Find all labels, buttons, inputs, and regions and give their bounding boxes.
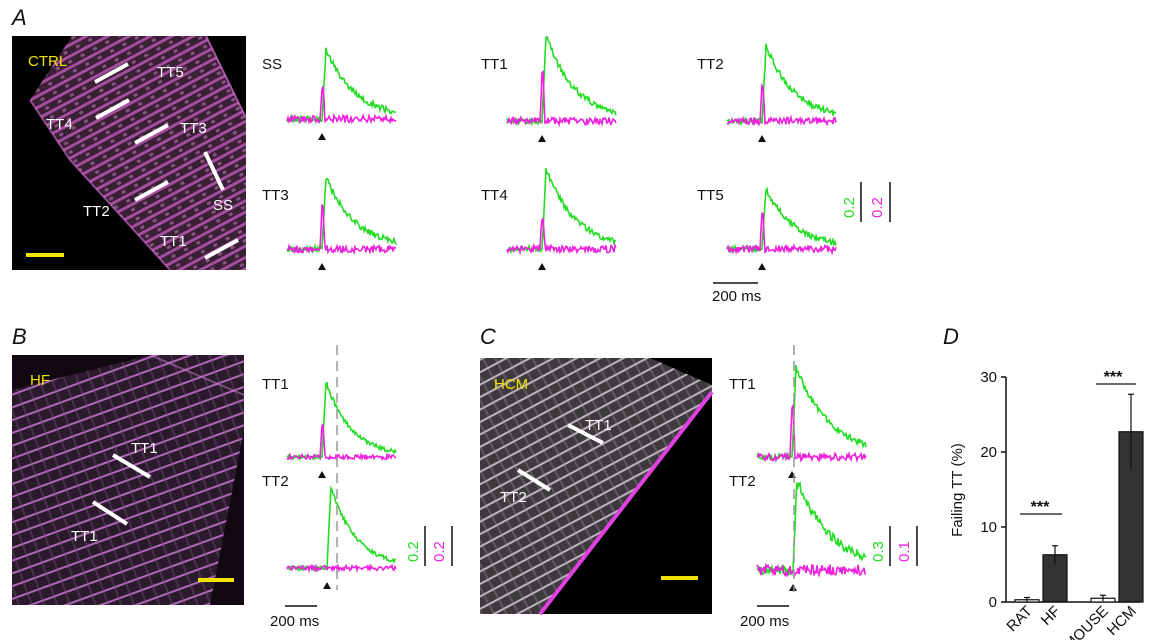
trace-green <box>726 43 837 127</box>
y-tick-label: 10 <box>980 519 997 536</box>
condition-label-b: HF <box>30 372 50 389</box>
time-scale-c: 200 ms <box>740 605 789 630</box>
stimulus-arrowhead-icon <box>788 471 796 478</box>
trace-label-c-tt1: TT1 <box>729 376 756 393</box>
image-label-tt4: TT4 <box>46 116 73 133</box>
stimulus-arrowhead-icon <box>538 135 546 142</box>
trace-green <box>506 35 617 127</box>
stimulus-arrowhead-icon <box>323 582 331 589</box>
trace-label-ss: SS <box>262 56 282 73</box>
trace-green <box>506 167 617 255</box>
time-scale-label-a: 200 ms <box>712 288 761 305</box>
trace-green <box>756 481 867 577</box>
scale-value-green-c: 0.3 <box>870 541 887 562</box>
scan-lines-b <box>91 453 152 526</box>
image-label-b-tt1b: TT1 <box>71 528 98 545</box>
trace-magenta <box>726 212 837 256</box>
image-label-ss: SS <box>213 197 233 214</box>
image-label-tt1: TT1 <box>160 233 187 250</box>
y-tick-label: 20 <box>980 444 997 461</box>
micrograph-c: HCM TT1 TT2 <box>480 358 714 616</box>
scan-lines-a <box>94 62 239 260</box>
trace-green <box>756 364 867 462</box>
traces-b: TT1 TT2 <box>262 345 397 590</box>
y-tick-label: 0 <box>989 594 997 611</box>
y-tick-label: 30 <box>980 369 997 386</box>
panel-letter-b: B <box>12 324 27 349</box>
panel-letter-a: A <box>10 5 27 30</box>
trace-green <box>726 186 837 254</box>
time-scale-label-b: 200 ms <box>270 613 319 630</box>
stimulus-arrowhead-icon <box>789 584 797 591</box>
panel-letter-c: C <box>480 324 496 349</box>
scale-value-green-a: 0.2 <box>841 197 858 218</box>
image-label-tt5: TT5 <box>157 64 184 81</box>
amplitude-scale-b: 0.2 0.2 <box>405 526 453 566</box>
x-tick-label: HF <box>1038 603 1064 629</box>
image-label-b-tt1a: TT1 <box>131 440 158 457</box>
image-label-c-tt2: TT2 <box>500 489 527 506</box>
scan-lines-c <box>516 423 604 492</box>
amplitude-scale-c: 0.3 0.1 <box>870 526 918 566</box>
trace-label-tt5: TT5 <box>697 187 724 204</box>
trace-label-b-tt2: TT2 <box>262 473 289 490</box>
trace-magenta <box>506 69 617 128</box>
time-scale-b: 200 ms <box>270 605 319 630</box>
trace-label-tt4: TT4 <box>481 187 508 204</box>
time-scale-label-c: 200 ms <box>740 613 789 630</box>
trace-green <box>286 47 397 125</box>
x-tick-label: RAT <box>1003 603 1035 635</box>
traces-a: SS TT1 TT2 TT3 TT4 TT5 <box>262 35 837 270</box>
stimulus-arrowhead-icon <box>318 263 326 270</box>
scale-value-green-b: 0.2 <box>405 541 422 562</box>
trace-magenta <box>286 563 397 574</box>
stimulus-arrowhead-icon <box>318 133 326 140</box>
trace-magenta <box>286 423 397 463</box>
scale-value-magenta-a: 0.2 <box>869 197 886 218</box>
stimulus-arrowhead-icon <box>758 263 766 270</box>
scale-value-magenta-b: 0.2 <box>431 541 448 562</box>
scale-value-magenta-c: 0.1 <box>896 541 913 562</box>
x-tick-label: HCM <box>1104 603 1140 639</box>
trace-magenta <box>726 83 837 127</box>
trace-label-tt2: TT2 <box>697 56 724 73</box>
y-axis-label: Failing TT (%) <box>949 443 966 537</box>
trace-green <box>286 485 397 573</box>
trace-label-tt1: TT1 <box>481 56 508 73</box>
trace-green <box>286 177 397 255</box>
trace-magenta <box>756 402 867 464</box>
panel-letter-d: D <box>943 324 959 349</box>
x-tick-label: MOUSE <box>1061 603 1112 640</box>
image-label-tt2: TT2 <box>83 203 110 220</box>
condition-label-c: HCM <box>494 376 528 393</box>
significance-marker-2: *** <box>1104 369 1123 386</box>
trace-magenta <box>756 562 867 578</box>
condition-label-a: CTRL <box>28 53 67 70</box>
micrograph-a: CTRL TT5 TT4 TT3 TT2 SS TT1 <box>12 35 247 271</box>
trace-magenta <box>286 204 396 256</box>
stimulus-arrowhead-icon <box>758 135 766 142</box>
micrograph-b: HF TT1 TT1 <box>12 354 245 605</box>
amplitude-scale-a: 0.2 0.2 <box>841 182 891 222</box>
traces-c: TT1 TT2 <box>729 345 867 592</box>
stimulus-arrowhead-icon <box>538 263 546 270</box>
trace-label-c-tt2: TT2 <box>729 473 756 490</box>
significance-marker-1: *** <box>1031 499 1050 516</box>
image-label-tt3: TT3 <box>180 120 207 137</box>
trace-magenta <box>286 86 397 125</box>
time-scale-a: 200 ms <box>712 282 761 305</box>
trace-label-b-tt1: TT1 <box>262 376 289 393</box>
trace-green <box>286 381 397 462</box>
trace-magenta <box>506 217 617 256</box>
bar-chart-d: Failing TT (%) *** *** 0 10 20 30 RAT HFMOUSE… <box>949 369 1144 640</box>
stimulus-arrowhead-icon <box>318 471 326 478</box>
trace-label-tt3: TT3 <box>262 187 289 204</box>
image-label-c-tt1: TT1 <box>585 417 612 434</box>
